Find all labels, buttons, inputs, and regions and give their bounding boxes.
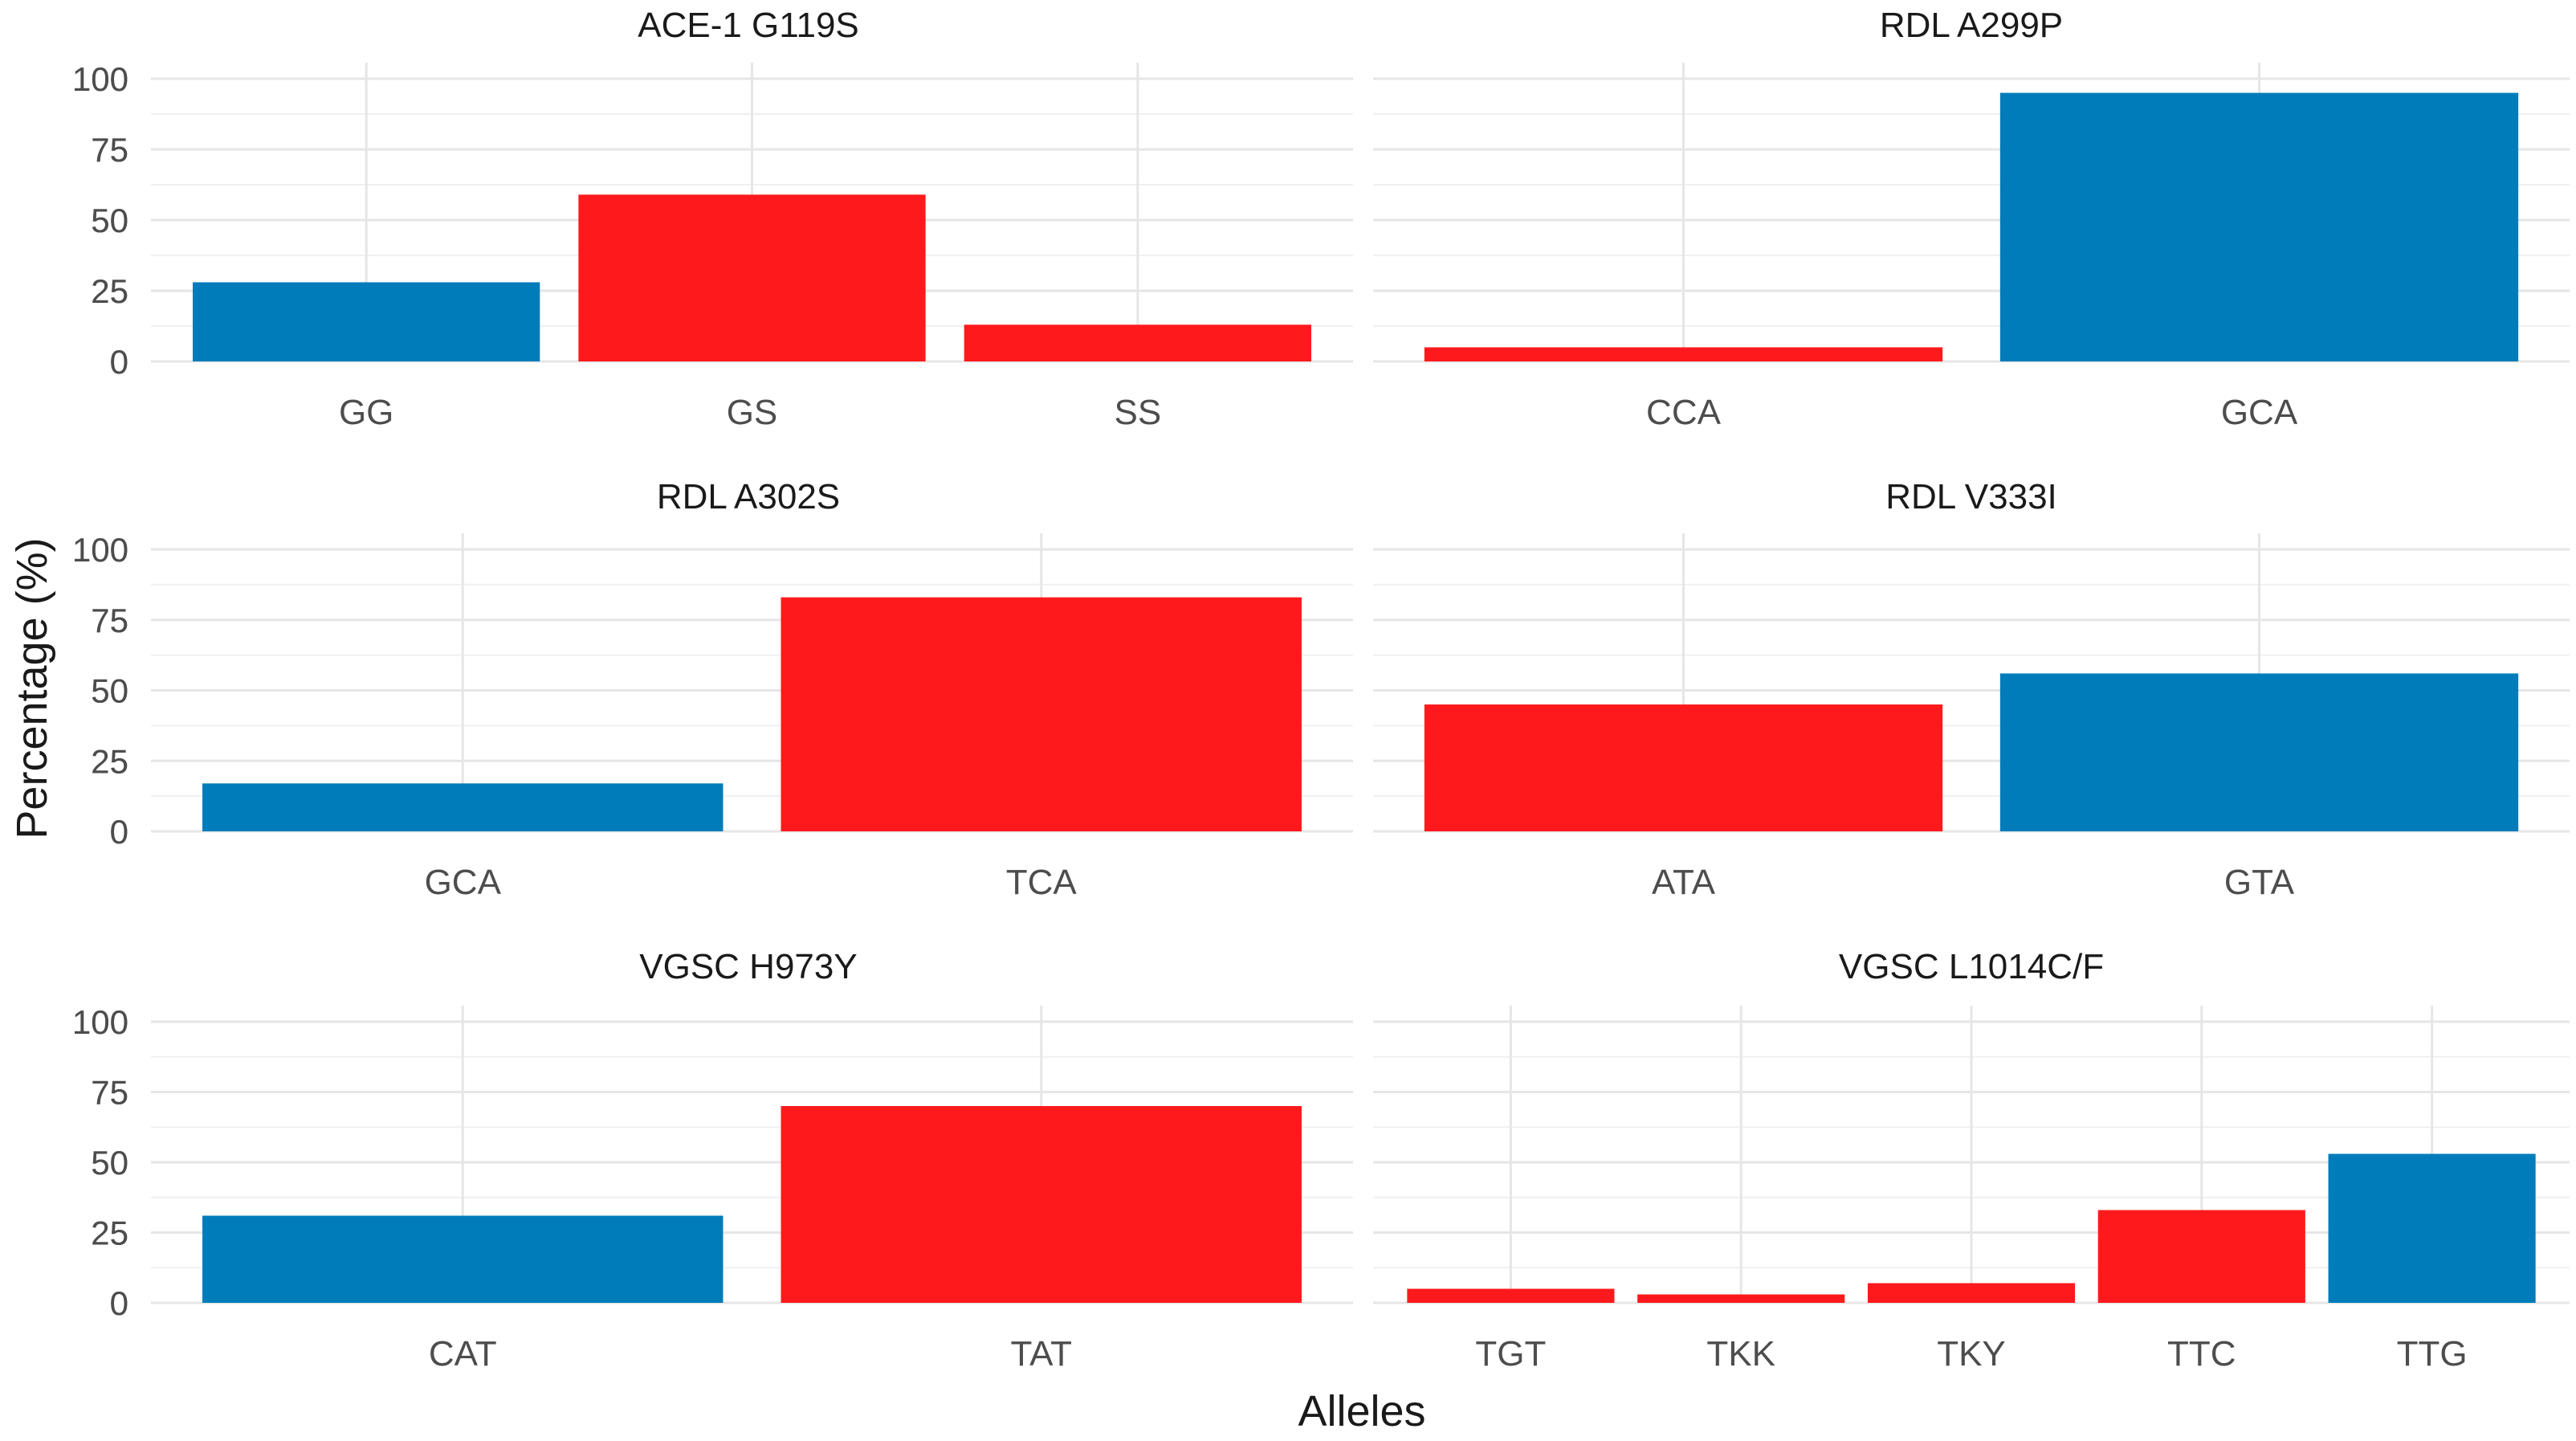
y-tick-label: 75 <box>91 131 128 169</box>
bar-gs <box>578 194 926 361</box>
bar-gta <box>1999 673 2519 831</box>
y-tick-label: 0 <box>110 813 128 851</box>
bar-ttg <box>2328 1153 2536 1303</box>
panel-title: ACE-1 G119S <box>638 6 859 45</box>
y-tick-label: 0 <box>110 343 128 381</box>
x-tick-label: TCA <box>1006 863 1078 902</box>
bar-tat <box>781 1106 1302 1303</box>
y-tick-label: 25 <box>91 742 128 780</box>
x-axis-title: Alleles <box>1298 1387 1425 1435</box>
x-tick-label: TTG <box>2397 1334 2468 1374</box>
y-axis-title: Percentage (%) <box>8 537 56 839</box>
bar-tgt <box>1407 1288 1615 1303</box>
x-tick-label: TTC <box>2167 1334 2236 1374</box>
x-tick-label: CAT <box>429 1334 497 1374</box>
bar-tca <box>781 597 1302 831</box>
y-tick-label: 100 <box>72 1003 128 1041</box>
y-tick-label: 75 <box>91 602 128 639</box>
y-tick-label: 100 <box>72 60 128 98</box>
bar-ttc <box>2097 1210 2305 1303</box>
x-tick-label: ATA <box>1652 863 1716 902</box>
x-tick-label: TKY <box>1937 1334 2006 1374</box>
bar-cat <box>202 1215 723 1303</box>
y-tick-label: 25 <box>91 272 128 310</box>
y-tick-label: 100 <box>72 531 128 569</box>
x-tick-label: TKK <box>1706 1334 1775 1374</box>
y-tick-label: 100 <box>72 531 128 569</box>
x-tick-label: SS <box>1114 393 1161 432</box>
x-tick-label: TGT <box>1475 1334 1546 1374</box>
y-tick-label: 25 <box>91 1214 128 1252</box>
y-tick-label: 75 <box>91 1074 128 1112</box>
y-tick-label: 50 <box>91 1144 128 1182</box>
facet-panel: GCA TCA 0 25 50 75 100 RDL A302S <box>72 477 1353 902</box>
panel-title: RDL V333I <box>1885 477 2057 516</box>
y-tick-label: 50 <box>91 202 128 239</box>
x-tick-label: GCA <box>2221 393 2298 432</box>
facet-panel: GG GS SS 0 25 50 75 100 ACE-1 G119S <box>72 6 1353 432</box>
y-tick-label: 0 <box>110 1284 128 1322</box>
x-tick-label: TAT <box>1010 1334 1072 1374</box>
y-tick-label: 50 <box>91 202 128 239</box>
y-tick-label: 75 <box>91 602 128 639</box>
y-tick-label: 25 <box>91 1214 128 1252</box>
x-tick-label: GS <box>727 393 778 432</box>
y-tick-label: 75 <box>91 131 128 169</box>
bar-gca <box>202 783 723 831</box>
bar-gca <box>1999 92 2519 361</box>
facet-panel: CAT TAT 0 25 50 75 100 VGSC H973Y <box>72 947 1353 1374</box>
bar-cca <box>1424 347 1943 361</box>
y-tick-label: 50 <box>91 672 128 710</box>
bar-ss <box>964 325 1311 361</box>
x-tick-label: GCA <box>425 863 502 902</box>
facet-panel: CCA GCA 0 25 50 75 100 RDL A299P <box>72 6 2570 432</box>
x-tick-label: CCA <box>1646 393 1722 432</box>
y-tick-label: 50 <box>91 672 128 710</box>
facet-panel: ATA GTA 0 25 50 75 100 RDL V333I <box>72 477 2570 902</box>
x-tick-label: GG <box>339 393 393 432</box>
panel-title: RDL A302S <box>657 477 840 516</box>
panel-title: VGSC H973Y <box>639 947 857 986</box>
y-tick-label: 0 <box>110 813 128 851</box>
x-tick-label: GTA <box>2224 863 2295 902</box>
y-tick-label: 25 <box>91 272 128 310</box>
y-tick-label: 0 <box>110 1284 128 1322</box>
y-tick-label: 25 <box>91 742 128 780</box>
bar-tkk <box>1637 1294 1845 1303</box>
panel-title: RDL A299P <box>1880 6 2063 45</box>
y-tick-label: 75 <box>91 1074 128 1112</box>
facet-panels: GG GS SS 0 25 50 75 100 ACE-1 G119S CCA GCA 0 25 50 75… <box>72 6 2570 1374</box>
y-tick-label: 50 <box>91 1144 128 1182</box>
y-tick-label: 0 <box>110 343 128 381</box>
bar-tky <box>1867 1283 2076 1303</box>
bar-gg <box>193 282 540 361</box>
panel-title: VGSC L1014C/F <box>1839 947 2104 986</box>
y-tick-label: 100 <box>72 1003 128 1041</box>
facet-panel: TGT TKK TKY TTC TTG 0 25 50 75 100 VGSC L1014C/F <box>72 947 2570 1374</box>
bar-ata <box>1424 704 1943 831</box>
y-tick-label: 100 <box>72 60 128 98</box>
